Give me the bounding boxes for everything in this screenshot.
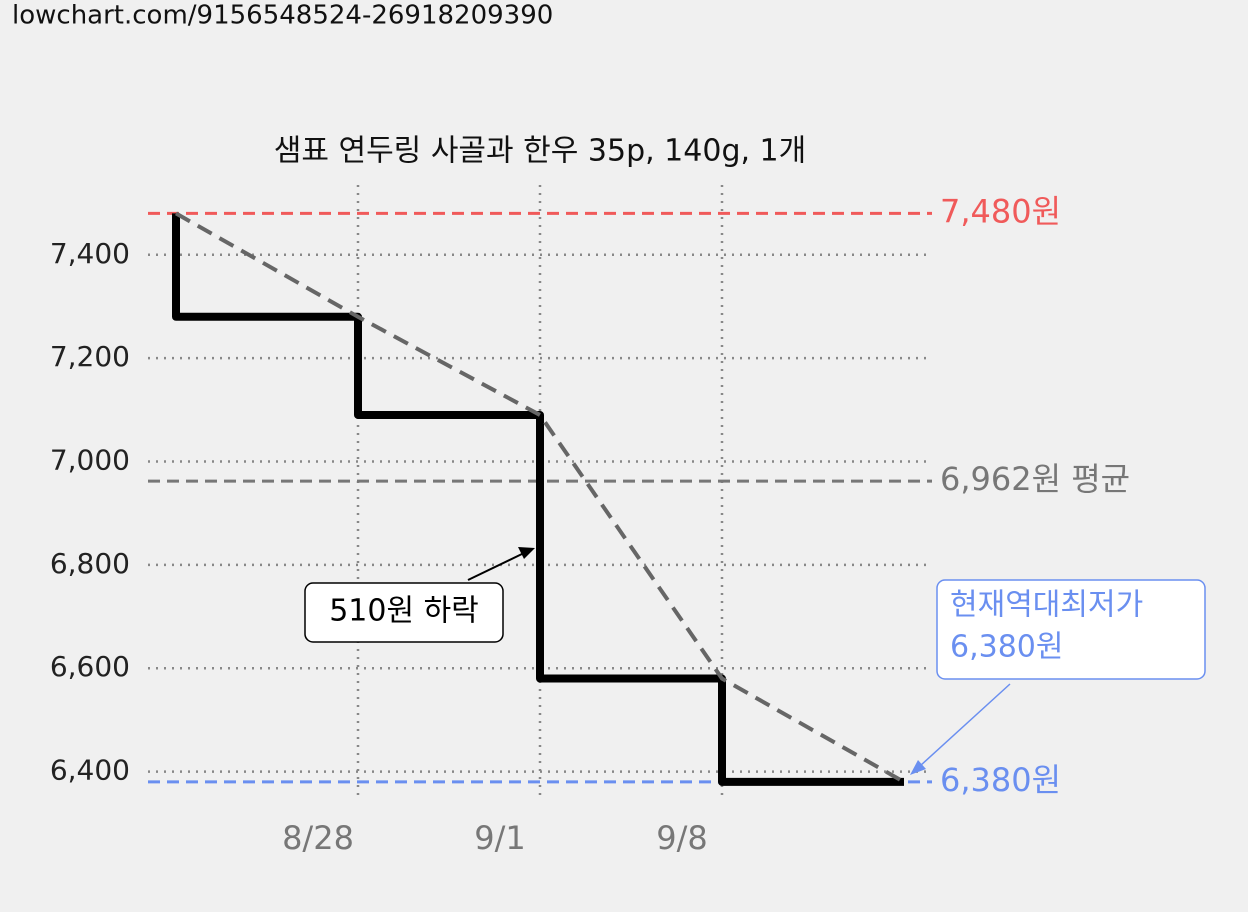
annotation-box [304,582,504,643]
reference-label: 7,480원 [940,192,1061,230]
annotation-arrow [919,683,1011,767]
annotation-text: 현재역대최저가 [950,588,1143,623]
y-tick-label: 6,400 [50,754,130,787]
reference-label: 6,962원 평균 [940,460,1130,498]
arrow-head [518,547,535,559]
annotation-box [936,579,1206,680]
trend-line [175,211,905,784]
y-tick-label: 7,400 [50,237,130,270]
y-tick-label: 7,000 [50,443,130,476]
x-tick-label: 8/28 [282,819,354,857]
chart-title: 샘표 연두링 사골과 한우 35p, 140g, 1개 [274,134,807,169]
x-tick-label: 9/1 [474,819,526,857]
y-tick-label: 7,200 [50,340,130,373]
y-tick-label: 6,800 [50,547,130,580]
reference-label: 6,380원 [940,761,1061,799]
step-line [172,213,904,786]
x-tick-label: 9/8 [656,819,708,857]
arrow-head [910,760,926,775]
annotation-text: 510원 하락 [329,594,479,629]
annotation-arrow [467,552,525,581]
source-url: lowchart.com/9156548524-26918209390 [12,1,553,31]
annotation-text: 6,380원 [950,630,1063,665]
y-tick-label: 6,600 [50,650,130,683]
